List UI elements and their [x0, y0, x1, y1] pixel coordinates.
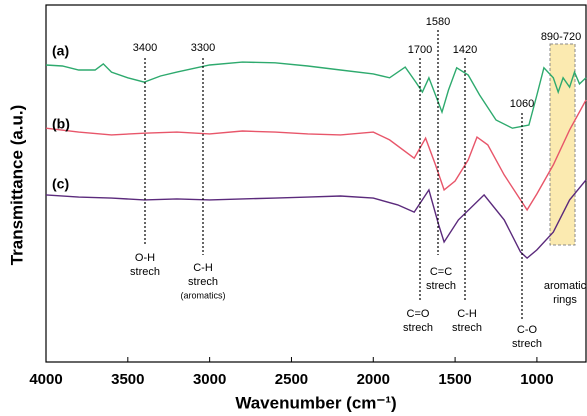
series-line [45, 99, 587, 212]
peak-label: 1580 [426, 16, 450, 28]
peak-label: 3400 [133, 42, 157, 54]
peak-assignment: aromatic [544, 280, 587, 292]
peak-assignment: rings [553, 294, 577, 306]
peak-assignment: C-H [193, 262, 213, 274]
peak-assignment: C=O [407, 308, 430, 320]
peak-label: 1060 [510, 98, 534, 110]
peak-assignment: C=C [430, 266, 452, 278]
peak-label: 890-720 [541, 31, 581, 43]
peak-label: 1700 [408, 44, 432, 56]
x-tick-label: 3000 [193, 371, 226, 388]
peak-assignment: strech [130, 266, 160, 278]
series-line [45, 179, 587, 260]
series-label: (c) [52, 176, 69, 192]
peak-assignment: strech [512, 338, 542, 350]
x-tick-label: 2000 [357, 371, 390, 388]
x-tick-label: 3500 [111, 371, 144, 388]
peak-label: 3300 [191, 42, 215, 54]
x-tick-label: 4000 [29, 371, 62, 388]
peak-assignment: strech [403, 322, 433, 334]
x-tick-label: 1500 [438, 371, 471, 388]
series-label: (a) [52, 43, 69, 59]
series-line [45, 61, 587, 129]
series-label: (b) [52, 116, 70, 132]
peak-assignment: O-H [135, 252, 155, 264]
peak-assignment: C-O [517, 324, 538, 336]
peak-label: 1420 [453, 44, 477, 56]
x-tick-label: 2500 [275, 371, 308, 388]
x-axis-label: Wavenumber (cm⁻¹) [235, 393, 396, 412]
peak-assignment: strech [188, 276, 218, 288]
peak-assignment: strech [452, 322, 482, 334]
peak-assignment: C-H [457, 308, 477, 320]
x-tick-label: 1000 [520, 371, 553, 388]
peak-assignment: (aromatics) [180, 290, 225, 300]
plot-frame [45, 4, 587, 363]
peak-assignment: strech [426, 280, 456, 292]
y-axis-label: Transmittance (a.u.) [7, 105, 26, 266]
